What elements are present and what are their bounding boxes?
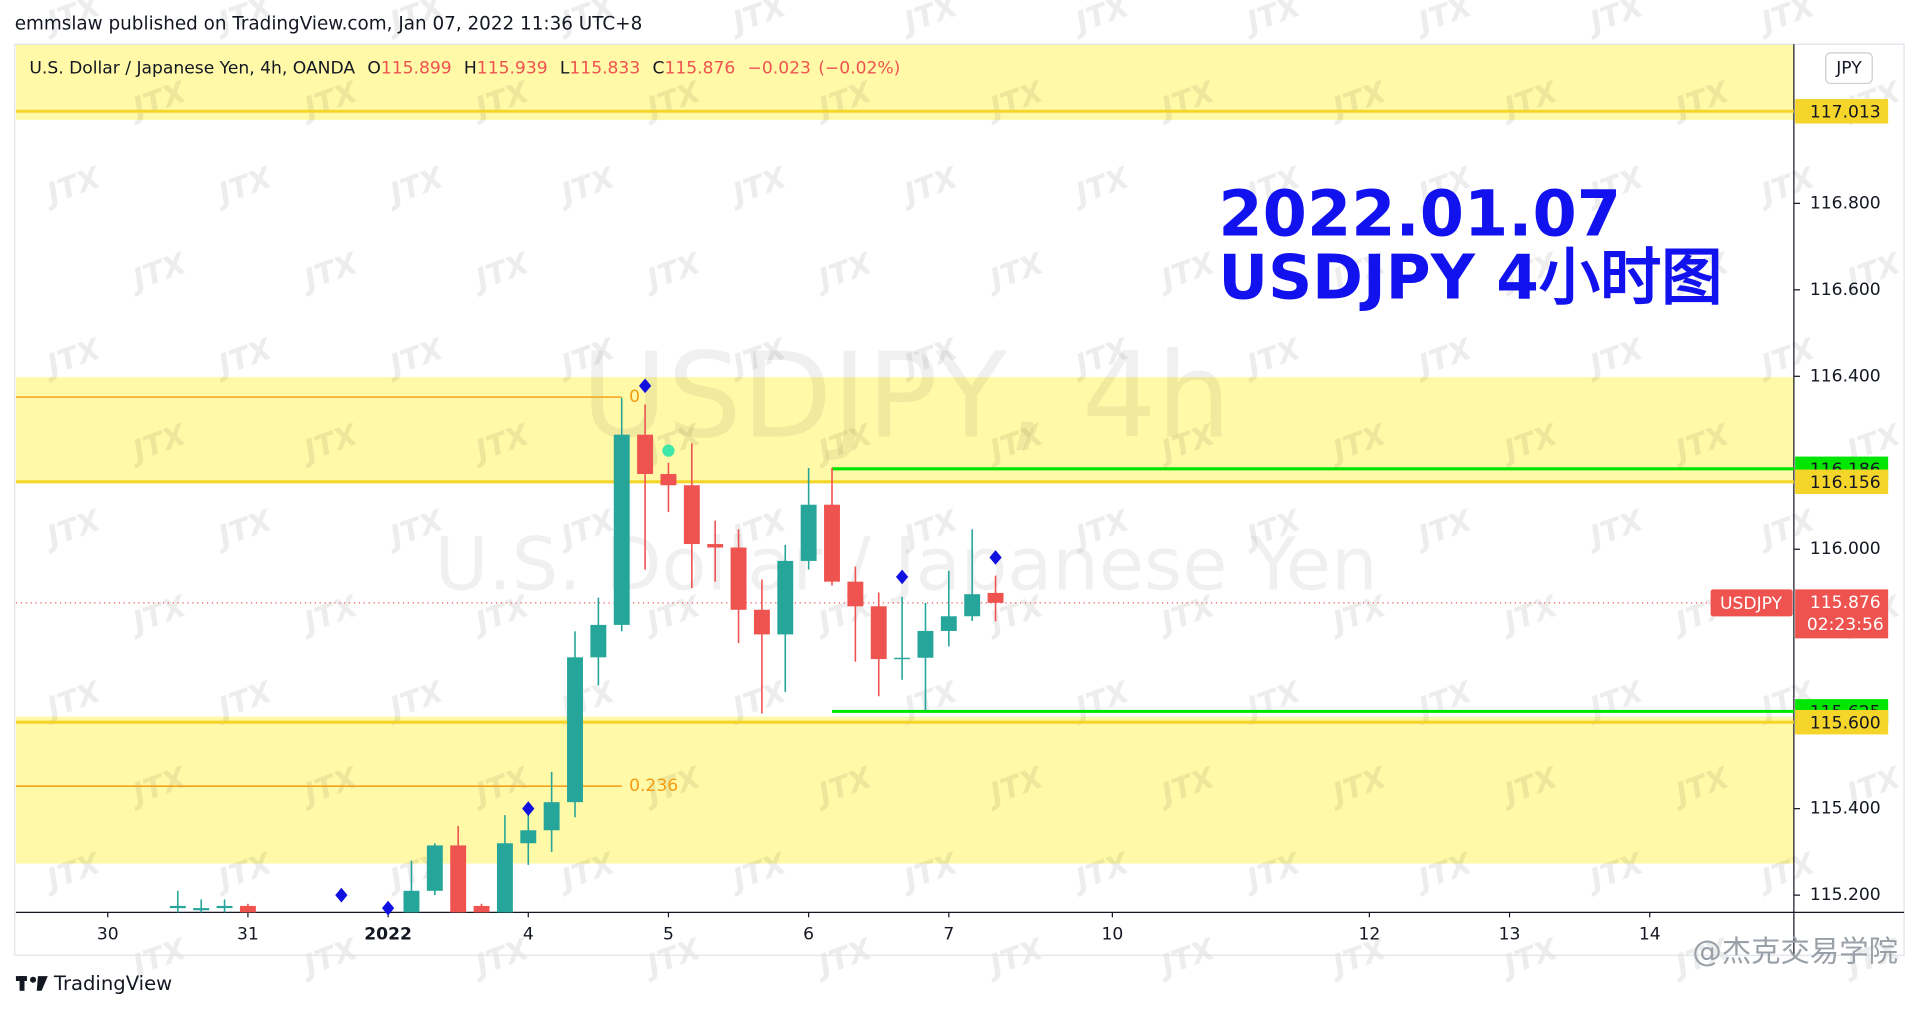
candle-body [753,609,770,635]
candle-body [637,434,654,475]
currency-button[interactable] [1825,52,1873,85]
publisher: emmslaw published on TradingView.com, Ja… [15,14,643,35]
symbol-watermark: USDJPY, 4h [581,327,1231,464]
plot: 115.200 115.400 116.000 116.400 116.600 116.8… [14,43,1905,956]
level-box [1795,709,1889,735]
candle-body [683,485,700,545]
credit: @杰克交易学院 [1692,934,1898,968]
zones [15,44,1794,864]
legend-value: 115.899 [381,59,452,79]
fib-label: 0.236 [629,776,678,796]
candle-body [707,544,724,548]
candle-body [847,581,864,607]
candle-body [216,905,233,909]
candle-body [473,905,490,913]
x-tick-label: 14 [1639,924,1661,944]
legend-value: 115.876 [664,59,735,79]
x-tick-label: 12 [1358,924,1380,944]
x-tick-label: 6 [803,924,814,944]
x-tick-label: 10 [1101,924,1123,944]
level-box [1795,99,1889,124]
legend-prefix: H [464,59,477,79]
x-tick-label: 5 [663,924,674,944]
brand-logo [15,976,48,991]
level-box [1795,469,1889,495]
candle-body [964,594,981,617]
symbol-label: USDJPY [1720,594,1783,614]
x-tick-label: 7 [943,924,954,944]
legend-value: 115.939 [477,59,548,79]
candle-body [940,616,957,631]
fib-label: 0 [629,387,640,407]
marker [381,900,395,916]
candle-body [239,905,256,913]
candle-body [800,504,817,561]
legend-value: 115.833 [569,59,640,79]
y-tick-label: 116.400 [1810,366,1881,386]
level-label: 116.156 [1810,473,1881,493]
candle-body [403,890,420,913]
marker [662,444,675,457]
marker [522,801,535,817]
candle-body [543,802,560,831]
symbol-box [1710,589,1793,617]
candle-body [777,560,794,635]
candle-body [193,908,210,911]
x-tick-label: 4 [523,924,534,944]
candle-body [169,905,186,909]
marker [638,378,652,394]
legend-change: −0.023 [748,59,811,79]
x-tick-label: 31 [237,924,259,944]
legend-change-pct: (−0.02%) [818,59,900,79]
currency-label[interactable]: JPY [1835,59,1862,79]
candle-body [894,657,911,660]
legend-prefix: C [652,59,664,79]
y-tick-label: 115.200 [1810,885,1881,905]
marker [989,550,1002,565]
level-label: 115.600 [1810,713,1881,733]
last-price-box [1795,589,1889,639]
name-watermark: U.S. Dollar / Japanese Yen [435,523,1378,608]
x-tick-label: 2022 [364,924,412,944]
candle-body [426,845,443,891]
legend-prefix: O [367,59,380,79]
countdown: 02:23:56 [1807,615,1884,635]
zone [15,44,1794,120]
x-tick-label: 30 [97,924,119,944]
legend: U.S. Dollar / Japanese Yen, 4h, OANDA O11… [29,59,900,79]
symbol-title: U.S. Dollar / Japanese Yen, 4h, OANDA [29,59,355,79]
y-tick-label: 116.800 [1810,193,1881,213]
candle-body [590,624,607,658]
brand: TradingView [53,972,172,995]
candle-body [917,630,934,658]
x-tick-label: 13 [1499,924,1521,944]
level-label: 117.013 [1810,102,1881,122]
candle-body [450,845,467,913]
annotation: 2022.01.07 [1218,178,1621,252]
candle-body [870,606,887,660]
candle-body [567,657,583,803]
candle-body [520,830,537,844]
candle-body [987,592,1004,603]
candle-body [496,843,513,913]
frame [14,43,1905,956]
y-tick-label: 116.000 [1810,539,1881,559]
zone [15,716,1794,864]
y-tick-label: 115.400 [1810,799,1881,819]
last-price-label: 115.876 [1810,593,1881,613]
zone [15,377,1794,482]
y-tick-label: 116.600 [1810,280,1881,300]
marker [335,887,348,903]
candle-body [613,434,630,625]
candle-body [660,474,677,486]
legend-prefix: L [560,59,570,79]
candle-body [730,547,747,610]
annotation: USDJPY 4小时图 [1218,242,1722,313]
candle-body [824,504,840,582]
